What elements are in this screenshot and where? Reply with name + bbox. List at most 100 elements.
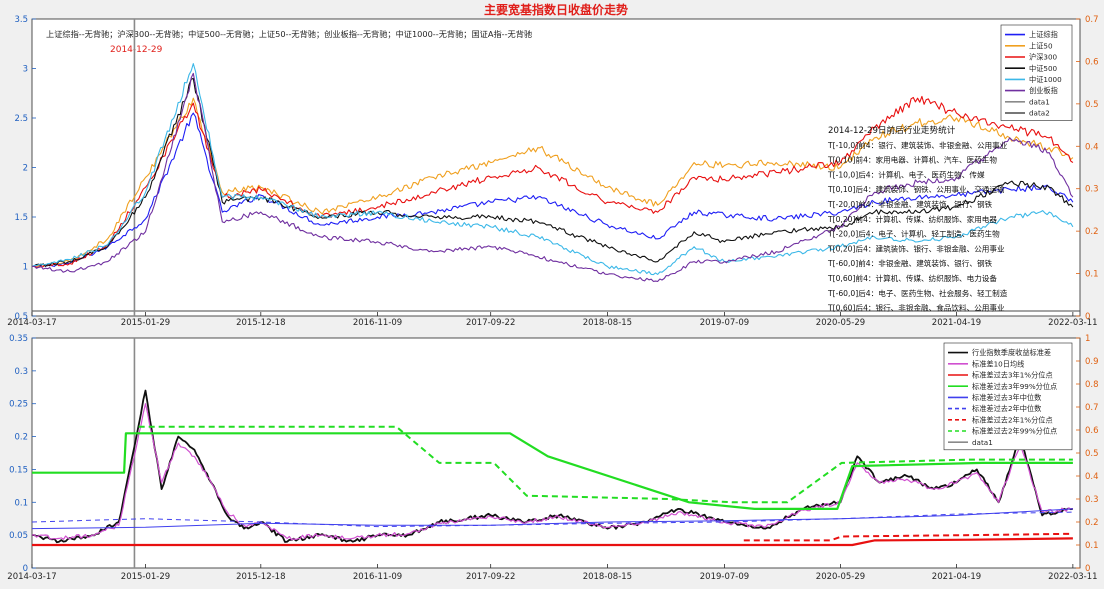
x-tick-label: 2019-07-09: [700, 318, 749, 328]
annotation-line: T[0,20]后4：建筑装饰、银行、非银金融、公用事业: [827, 243, 1005, 253]
series-line-vol-2: [32, 537, 1073, 547]
series-line-vol-5: [31, 511, 1073, 528]
price-chart-subtitle: 上证综指--无背驰；沪深300--无背驰；中证500--无背驰；上证50--无背…: [46, 29, 532, 39]
x-tick-label: 2019-07-09: [700, 572, 749, 582]
volatility-chart: 0 0.05 0.1 0.15 0.2 0.25 0.3 0.35 0 0.1 0.2 0.3 0.4 0…: [7, 334, 1098, 582]
y2-tick-label: 0.2: [1085, 227, 1099, 237]
annotation-line: T[-10,0]前4：银行、建筑装饰、非银金融、公用事业: [827, 140, 1008, 150]
x-tick-label: 2015-12-18: [236, 572, 285, 582]
y-tick-label: 1: [23, 263, 28, 273]
series-line-vol-4: [31, 508, 1073, 530]
legend-label: 标准差过去3年中位数: [972, 393, 1041, 402]
y-tick-label: 2.5: [14, 114, 28, 124]
annotation-line: T[0,60]前4：计算机、传媒、纺织服饰、电力设备: [827, 273, 997, 283]
y-tick-label: 0: [23, 564, 28, 574]
x-tick-label: 2015-12-18: [236, 318, 285, 328]
y2-tick-label: 0.5: [1085, 449, 1099, 459]
legend-label: 标准差过去2年中位数: [972, 404, 1041, 413]
legend-label: 上证综指: [1029, 30, 1058, 39]
annotation-line: T[-20,0]前4：非银金融、建筑装饰、银行、钢铁: [827, 199, 993, 209]
volatility-chart-plot-area: [31, 337, 1081, 569]
series-line-vol-7: [138, 425, 1073, 504]
y-tick-label: 0.1: [14, 498, 28, 508]
x-tick-label: 2020-05-29: [816, 318, 865, 328]
x-tick-label: 2020-05-29: [816, 572, 865, 582]
x-tick-label: 2021-04-19: [932, 572, 981, 582]
x-tick-label: 2017-09-22: [466, 318, 515, 328]
y2-tick-label: 0.1: [1085, 270, 1099, 280]
x-tick-label: 2014-03-17: [7, 318, 56, 328]
series-line-price-4: [31, 63, 1074, 276]
series-line-vol-3: [32, 432, 1073, 510]
y-tick-label: 0.2: [14, 433, 28, 443]
y-tick-label: 3.5: [14, 15, 28, 25]
y-tick-label: 0.05: [9, 531, 28, 541]
y2-tick-label: 0.3: [1085, 185, 1099, 195]
annotation-line: T[0,10]前4：家用电器、计算机、汽车、医药生物: [827, 155, 997, 165]
volatility-chart-legend[interactable]: 行业指数季度收益标准差标准差10日均线标准差过去3年1%分位点标准差过去3年99…: [943, 342, 1073, 451]
legend-label: 沪深300: [1029, 53, 1058, 62]
series-line-price-0: [31, 112, 1074, 268]
legend-label: 标准差过去3年99%分位点: [972, 382, 1057, 391]
price-chart: 上证综指--无背驰；沪深300--无背驰；中证500--无背驰；上证50--无背…: [7, 15, 1098, 328]
y2-tick-label: 0.8: [1085, 380, 1099, 390]
y2-tick-label: 0.2: [1085, 518, 1099, 528]
legend-label: data1: [1029, 97, 1050, 106]
x-tick-label: 2015-01-29: [121, 572, 170, 582]
y2-tick-label: 0.4: [1085, 142, 1099, 152]
y2-tick-label: 0.6: [1085, 426, 1099, 436]
y-tick-label: 3: [23, 65, 28, 75]
legend-label: 上证50: [1029, 41, 1053, 50]
x-tick-label: 2017-09-22: [466, 572, 515, 582]
x-tick-label: 2016-11-09: [353, 318, 402, 328]
y2-tick-label: 0: [1085, 564, 1090, 574]
annotation-line: T[-20,0]后4：电子、计算机、轻工制造、医药生物: [827, 229, 1000, 239]
legend-box[interactable]: [943, 342, 1073, 451]
legend-label: data1: [972, 438, 993, 447]
annotation-line: T[0,20]前4：计算机、传媒、纺织服饰、家用电器: [827, 214, 997, 224]
y-tick-label: 0.5: [14, 312, 28, 322]
x-tick-label: 2021-04-19: [932, 318, 981, 328]
x-tick-label: 2018-08-15: [583, 572, 632, 582]
y-tick-label: 1.5: [14, 213, 28, 223]
legend-label: 行业指数季度收益标准差: [972, 348, 1051, 357]
y2-tick-label: 0.6: [1085, 57, 1099, 67]
legend-label: 标准差过去2年1%分位点: [972, 415, 1053, 424]
x-tick-label: 2016-11-09: [353, 572, 402, 582]
annotation-line: T[-10,0]后4：计算机、电子、医药生物、传媒: [827, 169, 985, 179]
x-tick-label: 2022-03-11: [1048, 318, 1097, 328]
y-tick-label: 0.3: [14, 367, 28, 377]
legend-box[interactable]: [1000, 24, 1073, 121]
series-line-price-5: [31, 72, 1074, 282]
legend-label: 标准差10日均线: [972, 359, 1024, 368]
y-tick-label: 0.15: [9, 465, 28, 475]
y2-tick-label: 0.7: [1085, 15, 1099, 25]
annotation-line: T[0,60]后4：银行、非银金融、食品饮料、公用事业: [827, 303, 1005, 313]
y-tick-label: 0.25: [9, 400, 28, 410]
marker-date-label: 2014-12-29: [110, 45, 163, 55]
y-tick-label: 0.35: [9, 334, 28, 344]
annotation-line: T[-60,0]后4：电子、医药生物、社会服务、轻工制造: [827, 288, 1008, 298]
x-tick-label: 2015-01-29: [121, 318, 170, 328]
legend-label: 标准差过去2年99%分位点: [972, 427, 1057, 436]
y2-tick-label: 0.7: [1085, 403, 1099, 413]
x-tick-label: 2014-03-17: [7, 572, 56, 582]
series-line-price-2: [31, 95, 1074, 268]
figure-title: 主要宽基指数日收盘价走势: [484, 2, 628, 17]
annotation-line: T[-60,0]前4：非银金融、建筑装饰、银行、钢铁: [827, 258, 993, 268]
y2-tick-label: 0.9: [1085, 357, 1099, 367]
y2-tick-label: 0.1: [1085, 541, 1099, 551]
y2-tick-label: 0.4: [1085, 472, 1099, 482]
price-chart-plot-area: [31, 18, 1081, 317]
y-tick-label: 2: [23, 164, 28, 174]
x-tick-label: 2022-03-11: [1048, 572, 1097, 582]
y2-tick-label: 1: [1085, 334, 1090, 344]
legend-label: 标准差过去3年1%分位点: [972, 371, 1053, 380]
series-line-vol-6: [743, 532, 1073, 542]
y2-tick-label: 0.3: [1085, 495, 1099, 505]
y2-tick-label: 0.5: [1085, 100, 1099, 110]
legend-label: 创业板指: [1029, 86, 1058, 95]
